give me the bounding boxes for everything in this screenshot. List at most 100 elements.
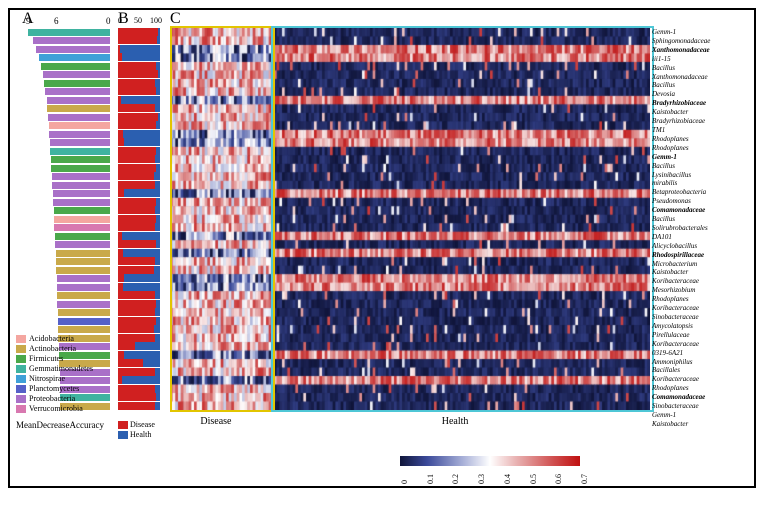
bar-a-row (58, 326, 110, 333)
bar-b-row (118, 206, 160, 214)
row-label: Bacillus (652, 162, 748, 171)
bar-b-row (118, 223, 160, 231)
bar-a-row (51, 156, 110, 163)
row-label: Xanthomonadaceae (652, 46, 748, 55)
row-label: Koribacteraceae (652, 340, 748, 349)
label-mda: MeanDecreaseAccuracy (16, 420, 104, 430)
bar-b-row (118, 257, 160, 265)
bar-b-row (118, 215, 160, 223)
row-label: Microbacterium (652, 260, 748, 269)
box-health (271, 26, 654, 412)
row-label: Rhodoplanes (652, 295, 748, 304)
bar-a-row (56, 250, 110, 257)
bar-a-row (55, 241, 110, 248)
bar-a-row (36, 46, 110, 53)
row-label: iii1-15 (652, 55, 748, 64)
row-label: Pirellulaceae (652, 331, 748, 340)
panel-c-heatmap (170, 28, 650, 410)
bar-a-row (52, 182, 110, 189)
bar-a-row (51, 165, 110, 172)
bar-b-row (118, 181, 160, 189)
bar-a-row (57, 301, 110, 308)
bar-a-row (56, 267, 110, 274)
bar-a-row (39, 54, 110, 61)
bar-a-row (50, 139, 110, 146)
legend-phylum-item: Firmicutes (16, 354, 93, 364)
bar-b-row (118, 291, 160, 299)
row-label: TM1 (652, 126, 748, 135)
bar-b-row (118, 317, 160, 325)
legend-phyla: AcidobacteriaActinobacteriaFirmicutesGem… (16, 334, 93, 414)
bar-b-row (118, 70, 160, 78)
bar-b-row (118, 87, 160, 95)
bar-a-row (58, 309, 110, 316)
bar-b-row (118, 198, 160, 206)
label-health: Health (442, 416, 469, 427)
bar-b-row (118, 368, 160, 376)
bar-b-row (118, 232, 160, 240)
bar-b-row (118, 113, 160, 121)
legend-b-item: Health (118, 430, 155, 440)
bar-b-row (118, 342, 160, 350)
row-label: Devosia (652, 90, 748, 99)
bar-b-row (118, 249, 160, 257)
row-label: Solirubrobacterales (652, 224, 748, 233)
row-label: Kaistobacter (652, 268, 748, 277)
row-label: Pseudomonas (652, 197, 748, 206)
row-label: mirabilis (652, 179, 748, 188)
bar-b-row (118, 172, 160, 180)
row-label: Kaistobacter (652, 108, 748, 117)
row-label: Alicyclobacillus (652, 242, 748, 251)
bar-b-row (118, 274, 160, 282)
bar-b-row (118, 385, 160, 393)
legend-phylum-item: Verrucomicrobia (16, 404, 93, 414)
bar-a-row (43, 71, 110, 78)
bar-a-row (28, 29, 110, 36)
bar-b-row (118, 266, 160, 274)
bar-b-row (118, 308, 160, 316)
bar-b-row (118, 189, 160, 197)
colorbar-tick: 0.4 (503, 474, 512, 484)
row-label: Sphingomonadaceae (652, 37, 748, 46)
panB-tick: 100 (150, 16, 162, 25)
bar-b-row (118, 376, 160, 384)
row-label: Koribacteraceae (652, 304, 748, 313)
legend-phylum-item: Planctomycetes (16, 384, 93, 394)
row-label: Bradyrhizobiaceae (652, 99, 748, 108)
bar-b-row (118, 121, 160, 129)
row-labels: Gemm-1SphingomonadaceaeXanthomonadaceaei… (652, 28, 748, 410)
bar-b-row (118, 351, 160, 359)
row-label: 0319-6A21 (652, 349, 748, 358)
bar-a-row (45, 88, 110, 95)
bar-b-row (118, 138, 160, 146)
bar-a-row (47, 105, 110, 112)
colorbar-tick: 0.5 (529, 474, 538, 484)
row-label: Gemm-1 (652, 153, 748, 162)
row-label: Rhodoplanes (652, 144, 748, 153)
row-label: Koribacteraceae (652, 277, 748, 286)
row-label: Mesorhizobium (652, 286, 748, 295)
bar-a-row (33, 37, 110, 44)
bar-a-row (52, 173, 110, 180)
row-label: Comamonadaceae (652, 206, 748, 215)
bar-b-row (118, 325, 160, 333)
row-label: DA101 (652, 233, 748, 242)
bar-a-row (54, 207, 110, 214)
panA-tick: 6 (54, 16, 59, 26)
row-label: Ammoniphilus (652, 358, 748, 367)
legend-phylum-item: Nitrospirae (16, 374, 93, 384)
bar-b-row (118, 130, 160, 138)
bar-b-row (118, 62, 160, 70)
panB-tick: 50 (134, 16, 142, 25)
legend-phylum-item: Actinobacteria (16, 344, 93, 354)
bar-a-row (47, 97, 110, 104)
bar-b-row (118, 240, 160, 248)
row-label: Bacillus (652, 64, 748, 73)
row-label: Xanthomonadaceae (652, 73, 748, 82)
colorbar-tick: 0.6 (554, 474, 563, 484)
legend-b-item: Disease (118, 420, 155, 430)
bar-b-row (118, 359, 160, 367)
bar-a-row (58, 318, 110, 325)
colorbar-tick: 0.1 (426, 474, 435, 484)
row-label: Rhodoplanes (652, 135, 748, 144)
